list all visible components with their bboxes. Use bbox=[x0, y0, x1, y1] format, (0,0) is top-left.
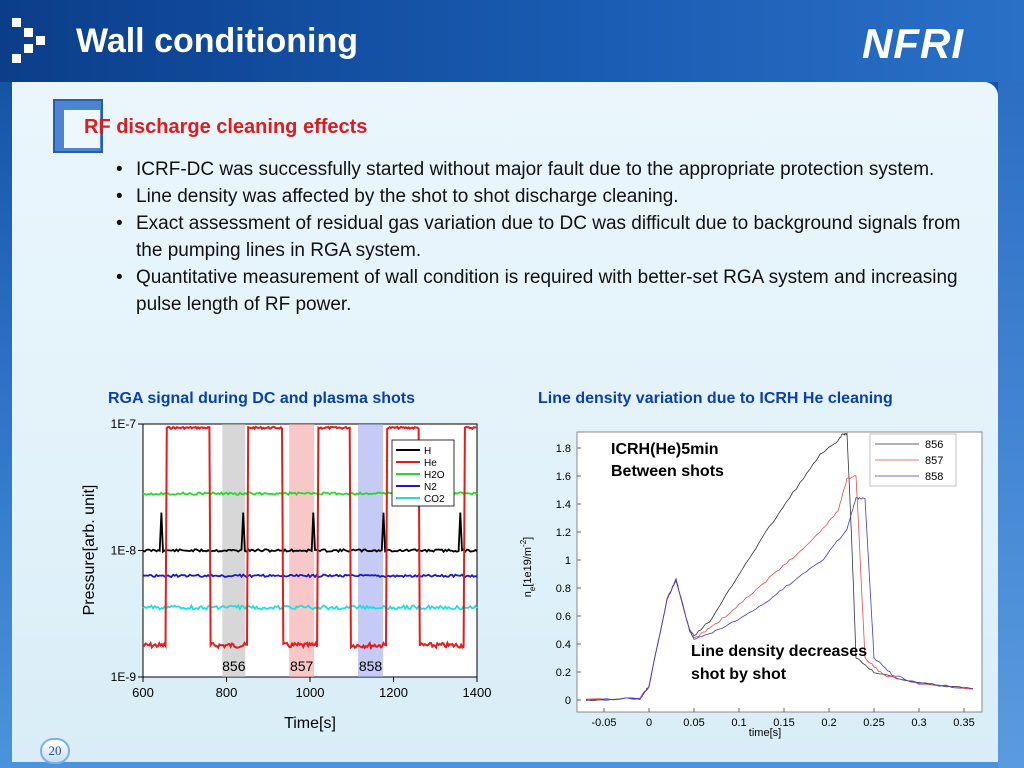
side-strip bbox=[998, 82, 1024, 768]
density-chart-title: Line density variation due to ICRH He cl… bbox=[538, 390, 893, 407]
shot-band-label: 858 bbox=[359, 658, 383, 674]
y-tick-label: 1.6 bbox=[556, 471, 571, 483]
shot-band-label: 857 bbox=[290, 658, 314, 674]
x-tick-label: 0.35 bbox=[953, 717, 974, 729]
legend-label: 858 bbox=[925, 471, 943, 483]
section-box-icon bbox=[53, 99, 103, 153]
y-tick-label: 1E-9 bbox=[111, 670, 137, 684]
density-legend: 856 857 858 bbox=[869, 433, 957, 487]
x-tick-label: 1000 bbox=[296, 685, 325, 700]
annotation-between: Between shots bbox=[611, 463, 724, 480]
series-line-858 bbox=[585, 496, 974, 701]
y-tick-label: 1.2 bbox=[556, 527, 571, 539]
x-tick-label: 800 bbox=[216, 685, 238, 700]
legend-label: CO2 bbox=[424, 494, 445, 505]
bullet-item: Quantitative measurement of wall conditi… bbox=[114, 264, 984, 318]
x-tick-label: 1400 bbox=[463, 685, 492, 700]
rga-chart: 856 857 858 600 800 1000 1200 1400 1E-7 1E-8 1E-9… bbox=[81, 417, 492, 732]
bullet-item: Exact assessment of residual gas variati… bbox=[114, 210, 984, 264]
nfri-logo: NFRI bbox=[862, 20, 964, 67]
x-tick-label: 0.3 bbox=[911, 717, 926, 729]
slide-header: Wall conditioning NFRI bbox=[0, 0, 1024, 82]
series-line-he bbox=[142, 425, 477, 651]
y-tick-label: 0.6 bbox=[556, 611, 571, 623]
legend-label: N2 bbox=[424, 482, 437, 493]
x-tick-label: -0.05 bbox=[591, 717, 616, 729]
y-tick-label: 1.4 bbox=[556, 499, 571, 511]
y-tick-label: 0 bbox=[565, 695, 571, 707]
x-tick-label: 0.15 bbox=[773, 717, 794, 729]
legend-label: H bbox=[424, 446, 431, 457]
y-tick-label: 1.8 bbox=[556, 443, 571, 455]
section-heading: RF discharge cleaning effects bbox=[84, 116, 368, 138]
series-line-h bbox=[142, 512, 478, 554]
rga-xlabel: Time[s] bbox=[284, 715, 336, 732]
page-title: Wall conditioning bbox=[76, 22, 359, 60]
legend-label: H2O bbox=[424, 470, 445, 481]
legend-label: 856 bbox=[925, 439, 943, 451]
x-tick-label: 1200 bbox=[379, 685, 408, 700]
x-tick-label: 0.25 bbox=[863, 717, 884, 729]
y-tick-label: 0.4 bbox=[556, 639, 571, 651]
x-tick-label: 0.05 bbox=[683, 717, 704, 729]
bullet-item: ICRF-DC was successfully started without… bbox=[114, 156, 984, 183]
density-chart: -0.05 0 0.05 0.1 0.15 0.2 0.25 0.3 0.35 0 0.2 0.4 0.… bbox=[519, 431, 983, 739]
arrow-blocks-icon bbox=[12, 18, 45, 63]
rga-ylabel: Pressure[arb. unit] bbox=[81, 485, 98, 616]
series-line-n2 bbox=[142, 573, 478, 579]
annotation-decreases: Line density decreases bbox=[691, 643, 867, 660]
density-xlabel: time[s] bbox=[749, 727, 781, 739]
annotation-icrh: ICRH(He)5min bbox=[611, 441, 719, 458]
page-number-badge: 20 bbox=[40, 738, 70, 764]
shot-band-label: 856 bbox=[222, 658, 246, 674]
series-line-co2 bbox=[142, 603, 478, 612]
y-tick-label: 1E-7 bbox=[111, 417, 137, 431]
y-tick-label: 0.2 bbox=[556, 667, 571, 679]
y-tick-label: 1 bbox=[565, 555, 571, 567]
y-tick-label: 0.8 bbox=[556, 583, 571, 595]
bullet-list: ICRF-DC was successfully started without… bbox=[114, 156, 984, 318]
rga-chart-title: RGA signal during DC and plasma shots bbox=[108, 390, 415, 407]
bullet-item: Line density was affected by the shot to… bbox=[114, 183, 984, 210]
x-tick-label: 600 bbox=[132, 685, 154, 700]
density-ylabel: ne[1e19/m-2] bbox=[519, 537, 537, 598]
x-tick-label: 0.2 bbox=[821, 717, 836, 729]
x-tick-label: 0.1 bbox=[731, 717, 746, 729]
y-tick-label: 1E-8 bbox=[111, 544, 137, 558]
legend-label: He bbox=[424, 458, 437, 469]
x-tick-label: 0 bbox=[646, 717, 652, 729]
annotation-shot: shot by shot bbox=[691, 666, 787, 683]
legend-label: 857 bbox=[925, 455, 943, 467]
